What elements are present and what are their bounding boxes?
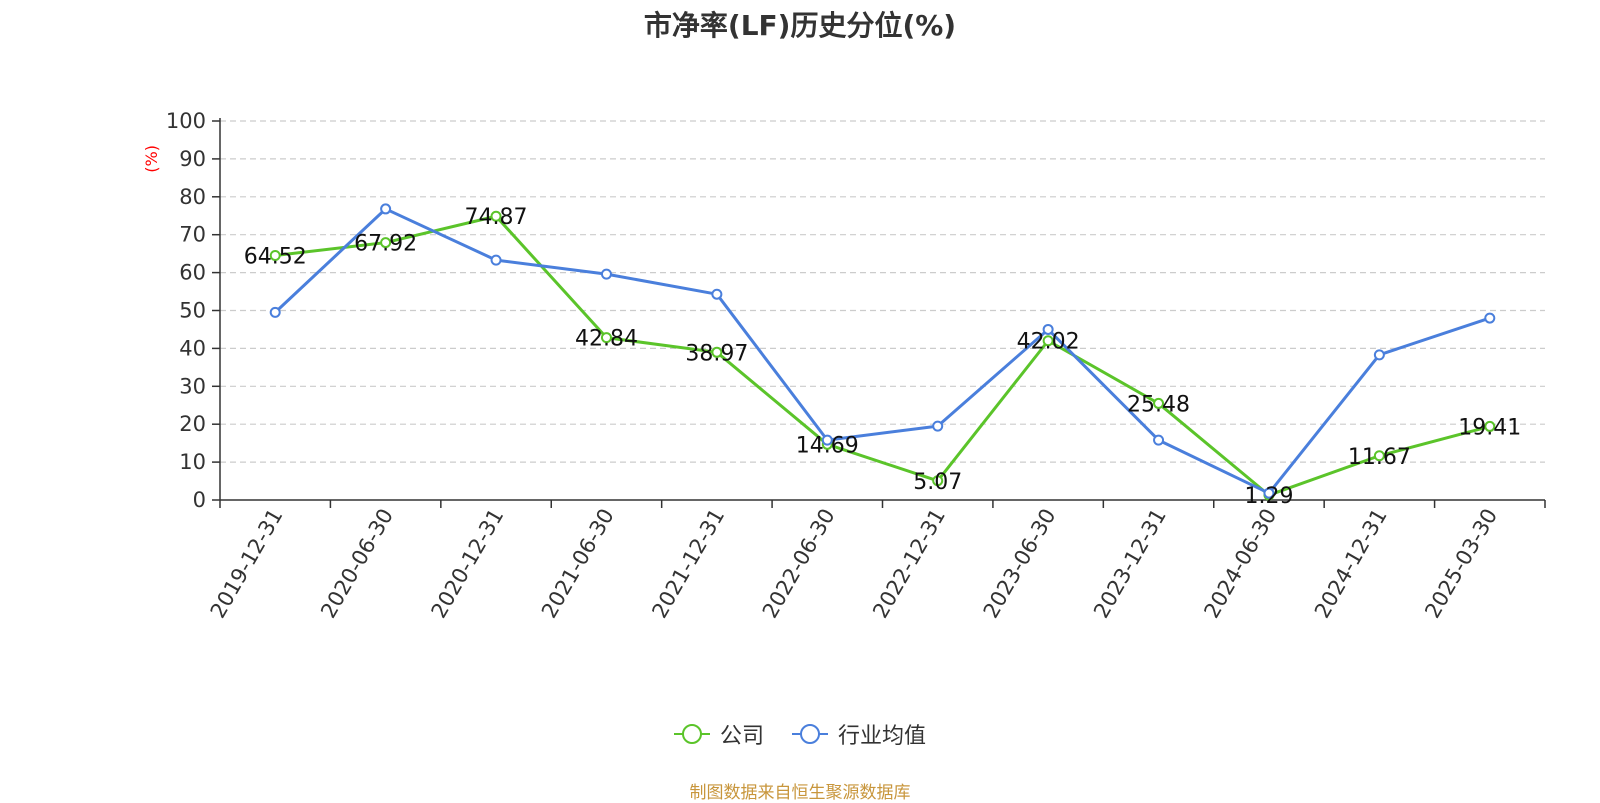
- data-labels: 64.52 67.92 74.87 42.84 38.97 14.69 5.07 42.02 2…: [244, 205, 1522, 509]
- data-point: [1484, 420, 1496, 432]
- x-tick-label: 2022-06-30: [758, 505, 840, 623]
- legend-industry-icon: [792, 724, 828, 744]
- data-point: [600, 332, 612, 344]
- data-point: [269, 306, 281, 318]
- legend-label-industry-avg: 行业均值: [838, 724, 927, 749]
- data-label: 1.29: [1244, 484, 1293, 509]
- y-tick-label: 70: [179, 223, 206, 247]
- legend-company-icon: [673, 724, 710, 744]
- data-point: [1484, 312, 1496, 324]
- y-tick-label: 50: [179, 299, 206, 323]
- x-tick-label: 2025-03-30: [1420, 505, 1502, 623]
- data-label: 14.69: [796, 433, 859, 458]
- data-point: [1373, 349, 1385, 361]
- data-point: [711, 346, 723, 358]
- data-point: [380, 203, 392, 215]
- axes: 0 10 20 30 40 50 60 70 80 90 100 2019-12-31 2020-06-…: [142, 109, 1546, 623]
- series-lines: [269, 203, 1496, 501]
- data-label: 67.92: [354, 232, 417, 257]
- data-point: [1153, 434, 1165, 446]
- data-point: [380, 237, 392, 249]
- data-label: 25.48: [1127, 392, 1190, 417]
- y-tick-label: 20: [179, 412, 206, 436]
- y-tick-label: 100: [166, 109, 206, 133]
- x-tick-label: 2020-12-31: [427, 504, 509, 622]
- y-tick-label: 30: [179, 374, 206, 398]
- y-tick-label: 60: [179, 261, 206, 285]
- legend-item-industry-avg[interactable]: 行业均值: [792, 718, 926, 750]
- x-tick-label: 2023-12-31: [1089, 505, 1171, 623]
- data-label: 74.87: [465, 205, 528, 230]
- data-point: [269, 249, 281, 261]
- legend: 公司 行业均值: [0, 718, 1600, 750]
- data-point: [490, 210, 502, 222]
- y-tick-label: 90: [179, 147, 206, 171]
- data-label: 19.41: [1458, 415, 1521, 440]
- data-label: 64.52: [244, 244, 307, 269]
- data-point: [600, 268, 612, 280]
- data-point: [490, 254, 502, 266]
- chart-title: 市净率(LF)历史分位(%): [643, 9, 957, 42]
- data-label: 38.97: [685, 341, 748, 366]
- data-point: [1373, 450, 1385, 462]
- x-tick-label: 2019-12-31: [206, 505, 288, 623]
- x-tick-label: 2020-06-30: [316, 505, 398, 623]
- data-label: 42.02: [1017, 330, 1080, 355]
- data-point: [1042, 335, 1054, 347]
- series-line-0: [275, 214, 1491, 497]
- data-point: [1042, 323, 1054, 335]
- x-tick-label: 2023-06-30: [979, 505, 1061, 623]
- y-axis-label: (%): [142, 145, 161, 173]
- data-label: 11.67: [1348, 445, 1411, 470]
- x-tick-label: 2024-06-30: [1199, 505, 1281, 623]
- data-label: 5.07: [913, 470, 962, 495]
- data-point: [711, 288, 723, 300]
- data-label: 42.84: [575, 327, 638, 352]
- y-tick-label: 0: [193, 488, 206, 512]
- data-point: [1153, 397, 1165, 409]
- legend-item-company[interactable]: 公司: [673, 718, 764, 750]
- series-line-1: [274, 207, 1491, 495]
- x-tick-label: 2022-12-31: [868, 504, 950, 622]
- legend-label-company: 公司: [719, 724, 764, 749]
- y-tick-label: 40: [179, 336, 206, 360]
- data-point: [932, 420, 944, 432]
- data-point: [932, 475, 944, 487]
- x-tick-label: 2021-06-30: [537, 505, 619, 623]
- data-point: [821, 434, 833, 446]
- y-tick-label: 10: [179, 450, 206, 474]
- x-tick-label: 2024-12-31: [1310, 505, 1392, 623]
- y-tick-label: 80: [179, 185, 206, 209]
- grid-lines: [220, 120, 1545, 463]
- data-point: [1263, 487, 1275, 499]
- data-source-note: 制图数据来自恒生聚源数据库: [689, 783, 911, 803]
- x-tick-label: 2021-12-31: [647, 505, 729, 623]
